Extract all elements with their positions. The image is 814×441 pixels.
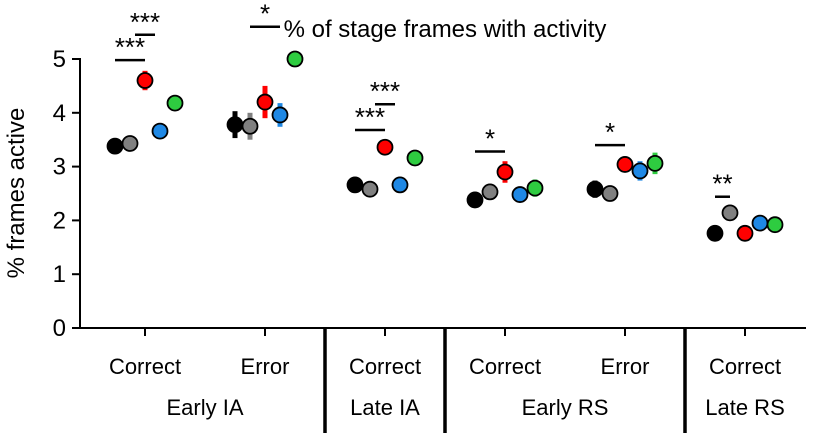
significance-label: * <box>485 124 495 154</box>
axes: 0 1 2 3 4 5 <box>53 46 806 433</box>
group-2: ****** <box>346 76 424 198</box>
group-0: ****** <box>106 7 184 155</box>
x-group-label: Correct <box>469 354 541 379</box>
data-point <box>271 106 289 124</box>
data-point <box>766 216 784 234</box>
chart-title: % of stage frames with activity <box>284 16 607 43</box>
data-point <box>721 204 739 222</box>
data-point <box>226 116 244 134</box>
stage-label: Late RS <box>705 395 785 420</box>
x-axis-labels: Correct Error Correct Correct Error Correct Ea… <box>109 354 785 420</box>
group-1: * <box>226 0 304 140</box>
data-point <box>481 183 499 201</box>
data-point <box>496 163 514 181</box>
data-point <box>136 72 154 89</box>
x-group-label: Error <box>601 354 650 379</box>
data-point <box>586 180 604 198</box>
y-tick-label: 0 <box>53 315 66 342</box>
data-point <box>106 137 124 155</box>
data-point <box>166 94 184 112</box>
data-point <box>751 214 769 232</box>
y-tick-label: 1 <box>53 261 66 288</box>
data-point <box>466 191 484 209</box>
significance-label: * <box>605 117 615 147</box>
y-axis-label: % frames active <box>3 108 30 279</box>
data-point <box>361 180 379 198</box>
significance-label: *** <box>130 7 160 37</box>
stage-label: Early RS <box>522 395 609 420</box>
data-point <box>616 156 634 173</box>
significance-label: *** <box>370 76 400 106</box>
data-point <box>511 186 529 203</box>
x-group-label: Error <box>241 354 290 379</box>
data-point <box>286 50 304 68</box>
data-point <box>601 185 619 202</box>
data-point <box>241 117 259 135</box>
x-group-label: Correct <box>349 354 421 379</box>
group-5: ** <box>706 169 784 242</box>
x-group-label: Correct <box>709 354 781 379</box>
plot-area: ****** ******** *** <box>106 0 784 242</box>
significance-label: * <box>260 0 270 29</box>
significance-label: *** <box>355 102 385 132</box>
data-point <box>646 154 664 172</box>
data-point <box>736 224 754 242</box>
data-point <box>391 176 409 194</box>
data-point <box>631 162 649 180</box>
data-point <box>526 179 544 197</box>
stage-label: Early IA <box>166 395 243 420</box>
data-point <box>706 224 724 242</box>
data-point <box>121 135 139 152</box>
group-3: * <box>466 124 544 209</box>
significance-label: *** <box>115 32 145 62</box>
x-group-label: Correct <box>109 354 181 379</box>
y-tick-label: 4 <box>53 100 66 127</box>
y-tick-label: 2 <box>53 207 66 234</box>
data-point <box>151 122 169 140</box>
stage-label: Late IA <box>350 395 420 420</box>
data-point <box>376 138 394 156</box>
data-point <box>406 149 424 167</box>
y-tick-label: 3 <box>53 154 66 181</box>
data-point <box>256 93 274 111</box>
group-4: * <box>586 117 664 202</box>
data-point <box>346 176 364 194</box>
significance-label: ** <box>712 169 732 199</box>
y-tick-label: 5 <box>53 46 66 73</box>
